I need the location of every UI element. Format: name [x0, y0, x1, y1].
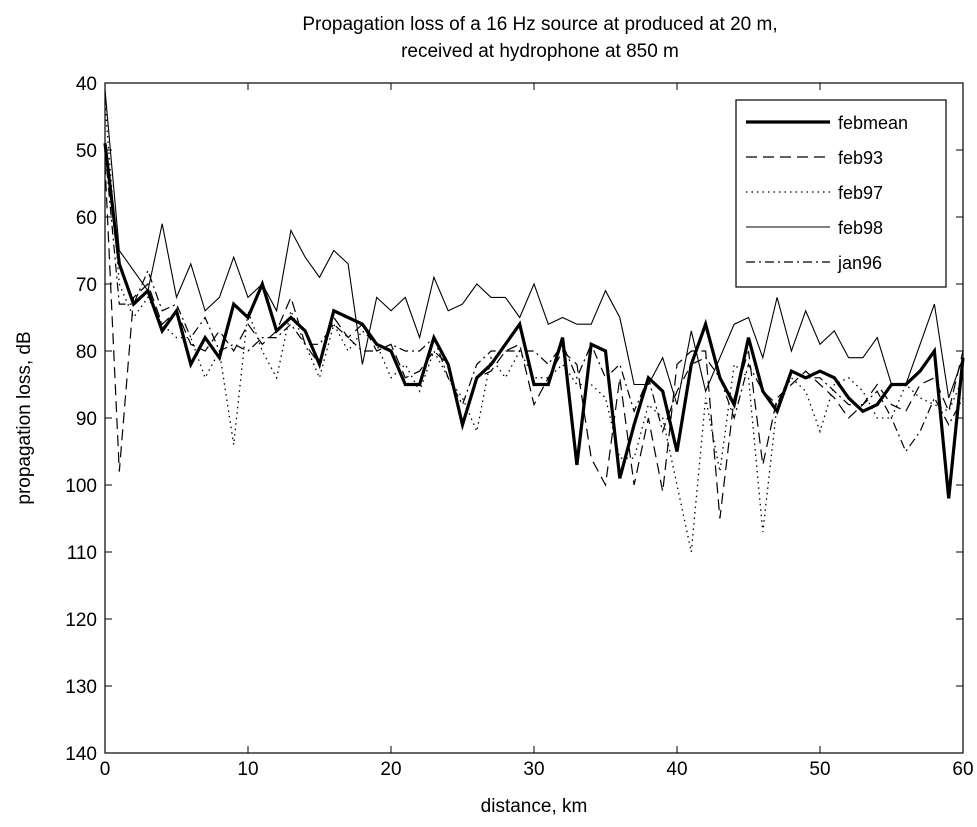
chart-title-line-2: received at hydrophone at 850 m	[401, 41, 679, 62]
y-tick-label: 140	[65, 744, 97, 765]
legend-items: febmean feb93 feb97 feb98 jan96	[746, 113, 908, 273]
legend-label-febmean: febmean	[838, 113, 908, 133]
legend-label-feb98: feb98	[838, 218, 883, 238]
x-tick-label: 50	[809, 759, 830, 780]
x-tick-label: 0	[100, 759, 111, 780]
y-tick-label: 100	[65, 476, 97, 497]
y-tick-label: 80	[76, 342, 97, 363]
y-tick-label: 60	[76, 208, 97, 229]
y-tick-label: 70	[76, 275, 97, 296]
y-tick-label: 40	[76, 74, 97, 95]
legend-label-feb93: feb93	[838, 148, 883, 168]
x-tick-label: 60	[952, 759, 973, 780]
legend-box	[735, 99, 947, 288]
series-line-feb93	[104, 163, 964, 519]
legend-label-jan96: jan96	[837, 253, 882, 273]
x-tick-label: 40	[666, 759, 687, 780]
y-axis-ticks: 40 50 60 70 80 90 100 110 120 130 140	[65, 74, 963, 765]
y-tick-label: 110	[67, 543, 97, 564]
y-tick-label: 120	[65, 610, 97, 631]
y-axis-label: propagation loss, dB	[14, 331, 35, 504]
x-axis-label: distance, km	[481, 796, 588, 817]
plot-area-frame	[104, 82, 964, 754]
series-line-febmean	[103, 143, 965, 499]
chart-title-line-1: Propagation loss of a 16 Hz source at pr…	[302, 14, 777, 35]
x-tick-label: 10	[237, 759, 258, 780]
legend: febmean feb93 feb97 feb98 jan96	[735, 99, 947, 288]
series-line-jan96	[104, 149, 964, 453]
x-axis-ticks: 0 10 20 30 40 50 60	[100, 83, 974, 780]
series-line-feb97	[104, 103, 964, 553]
x-tick-label: 20	[380, 759, 401, 780]
y-tick-label: 50	[76, 141, 97, 162]
y-tick-label: 130	[65, 677, 97, 698]
y-tick-label: 90	[76, 409, 97, 430]
legend-label-feb97: feb97	[838, 183, 883, 203]
x-tick-label: 30	[523, 759, 544, 780]
series-lines	[103, 89, 965, 553]
series-line-feb98	[104, 89, 964, 405]
